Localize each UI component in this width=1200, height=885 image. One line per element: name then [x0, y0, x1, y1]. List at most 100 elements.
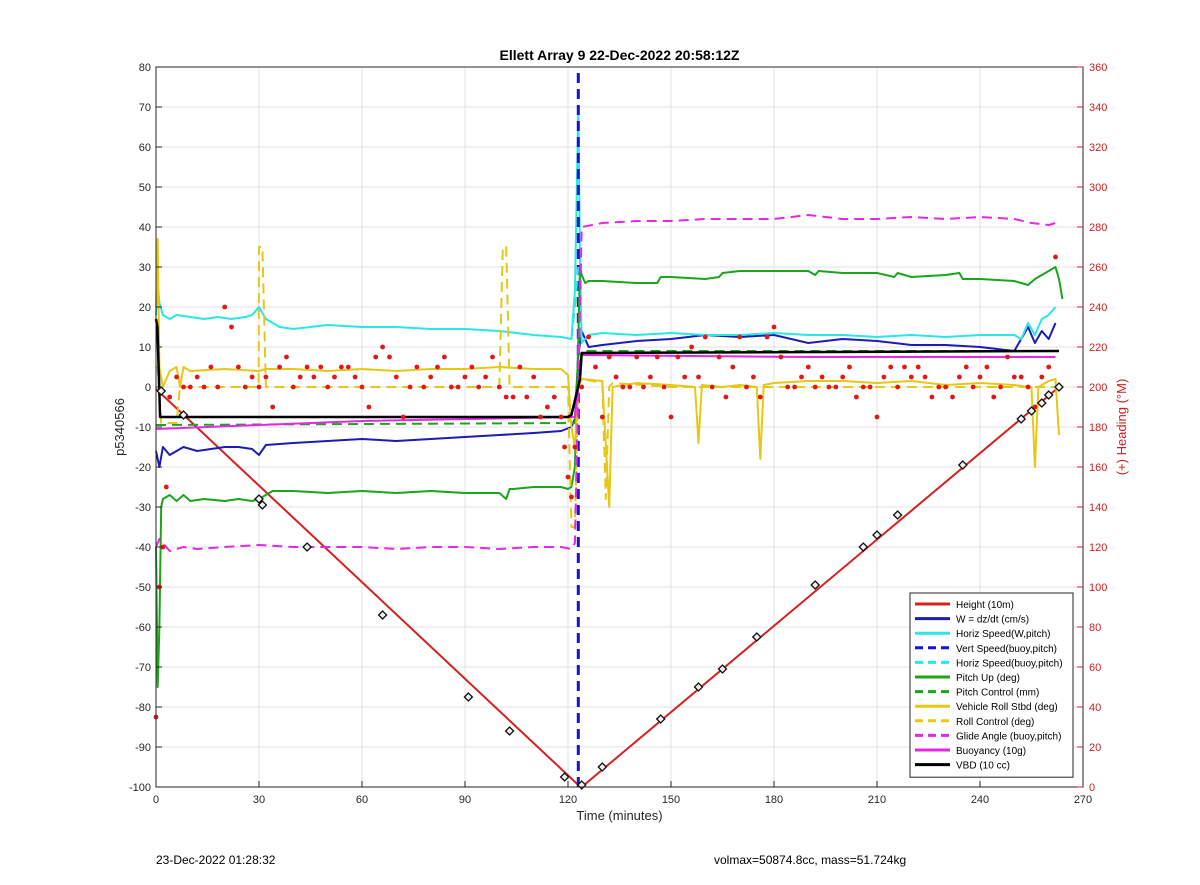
heading-point: [167, 394, 173, 400]
heading-point: [208, 364, 214, 370]
y2-tick-label: 360: [1089, 62, 1107, 74]
height-marker: [156, 386, 167, 396]
heading-point: [229, 324, 234, 330]
heading-point: [922, 374, 928, 380]
heading-point: [339, 364, 344, 370]
height-marker: [810, 580, 821, 590]
heading-point: [785, 384, 791, 390]
y-tick-label: 10: [139, 342, 151, 354]
heading-point: [634, 354, 640, 360]
heading-point: [689, 344, 694, 350]
heading-point: [455, 384, 461, 390]
heading-point: [163, 484, 169, 490]
legend-label: Horiz Speed(W,pitch): [956, 629, 1050, 640]
heading-point: [181, 384, 186, 390]
y-tick-label: -50: [135, 582, 151, 594]
heading-point: [682, 374, 688, 380]
x-tick-label: 0: [153, 794, 159, 806]
heading-point: [1032, 404, 1038, 410]
heading-point: [888, 364, 894, 370]
heading-point: [407, 384, 413, 390]
heading-point: [799, 374, 804, 380]
y-tick-label: 70: [139, 102, 151, 114]
heading-point: [524, 394, 530, 400]
y-tick-label: 0: [145, 382, 151, 394]
heading-point: [599, 414, 605, 420]
legend-label: VBD (10 cc): [956, 761, 1010, 772]
chart-title: Ellett Array 9 22-Dec-2022 20:58:12Z: [500, 47, 740, 63]
x-tick-label: 210: [868, 794, 886, 806]
heading-point: [496, 384, 502, 390]
height-marker: [655, 714, 666, 724]
y-tick-label: -30: [135, 502, 151, 514]
heading-point: [277, 364, 282, 370]
heading-point: [304, 364, 310, 370]
height-marker: [254, 494, 264, 504]
height-marker: [1054, 382, 1064, 392]
heading-point: [957, 374, 962, 380]
x-tick-label: 60: [356, 794, 368, 806]
y2-tick-label: 260: [1089, 262, 1107, 274]
heading-point: [606, 354, 612, 360]
heading-point: [778, 354, 784, 360]
heading-point: [593, 364, 598, 370]
heading-point: [538, 414, 543, 420]
heading-point: [991, 394, 997, 400]
height-marker: [892, 510, 903, 520]
heading-point: [421, 384, 427, 390]
legend-label: Pitch Up (deg): [956, 673, 1020, 684]
x-tick-label: 240: [971, 794, 989, 806]
y2-tick-label: 320: [1089, 142, 1107, 154]
y2-tick-label: 220: [1089, 342, 1107, 354]
heading-point: [442, 354, 447, 360]
heading-point: [387, 354, 392, 360]
heading-point: [867, 384, 873, 390]
heading-point: [435, 364, 440, 370]
x-tick-label: 150: [662, 794, 680, 806]
y-tick-label: 40: [139, 222, 151, 234]
heading-point: [263, 374, 269, 380]
heading-point: [627, 384, 633, 390]
y2-tick-label: 120: [1089, 542, 1107, 554]
heading-point: [915, 364, 921, 370]
y-tick-label: 20: [139, 302, 151, 314]
height-marker: [1036, 398, 1047, 408]
height-marker: [1026, 406, 1037, 416]
heading-point: [812, 384, 818, 390]
height-marker: [377, 610, 388, 620]
heading-point: [709, 384, 715, 390]
legend-label: Glide Angle (buoy,pitch): [956, 731, 1061, 742]
heading-point: [318, 364, 324, 370]
heading-point: [737, 334, 743, 340]
height-marker: [1043, 390, 1054, 400]
y2-tick-label: 280: [1089, 222, 1107, 234]
height-marker: [559, 772, 570, 782]
heading-point: [531, 374, 537, 380]
heading-point: [579, 384, 585, 390]
height-marker: [302, 542, 313, 552]
heading-point: [242, 384, 248, 390]
heading-point: [586, 334, 591, 340]
heading-point: [256, 384, 262, 390]
heading-point: [373, 354, 379, 360]
heading-point: [503, 394, 509, 400]
heading-point: [569, 494, 574, 500]
heading-point: [757, 394, 763, 400]
heading-point: [1039, 374, 1045, 380]
heading-point: [160, 544, 166, 550]
footer-vehicle-info: volmax=50874.8cc, mass=51.724kg: [714, 853, 907, 867]
heading-point: [1025, 384, 1031, 390]
heading-point: [751, 374, 756, 380]
x-tick-label: 180: [765, 794, 783, 806]
height-marker: [597, 762, 608, 772]
heading-point: [562, 444, 567, 450]
height-marker: [957, 460, 968, 470]
legend-label: Horiz Speed(buoy,pitch): [956, 658, 1063, 669]
y2-tick-label: 80: [1089, 622, 1101, 634]
heading-point: [854, 394, 859, 400]
heading-point: [249, 374, 255, 380]
legend-label: Pitch Control (mm): [956, 688, 1039, 699]
heading-point: [963, 364, 969, 370]
y-tick-label: -100: [129, 782, 151, 794]
y2-tick-label: 200: [1089, 382, 1107, 394]
